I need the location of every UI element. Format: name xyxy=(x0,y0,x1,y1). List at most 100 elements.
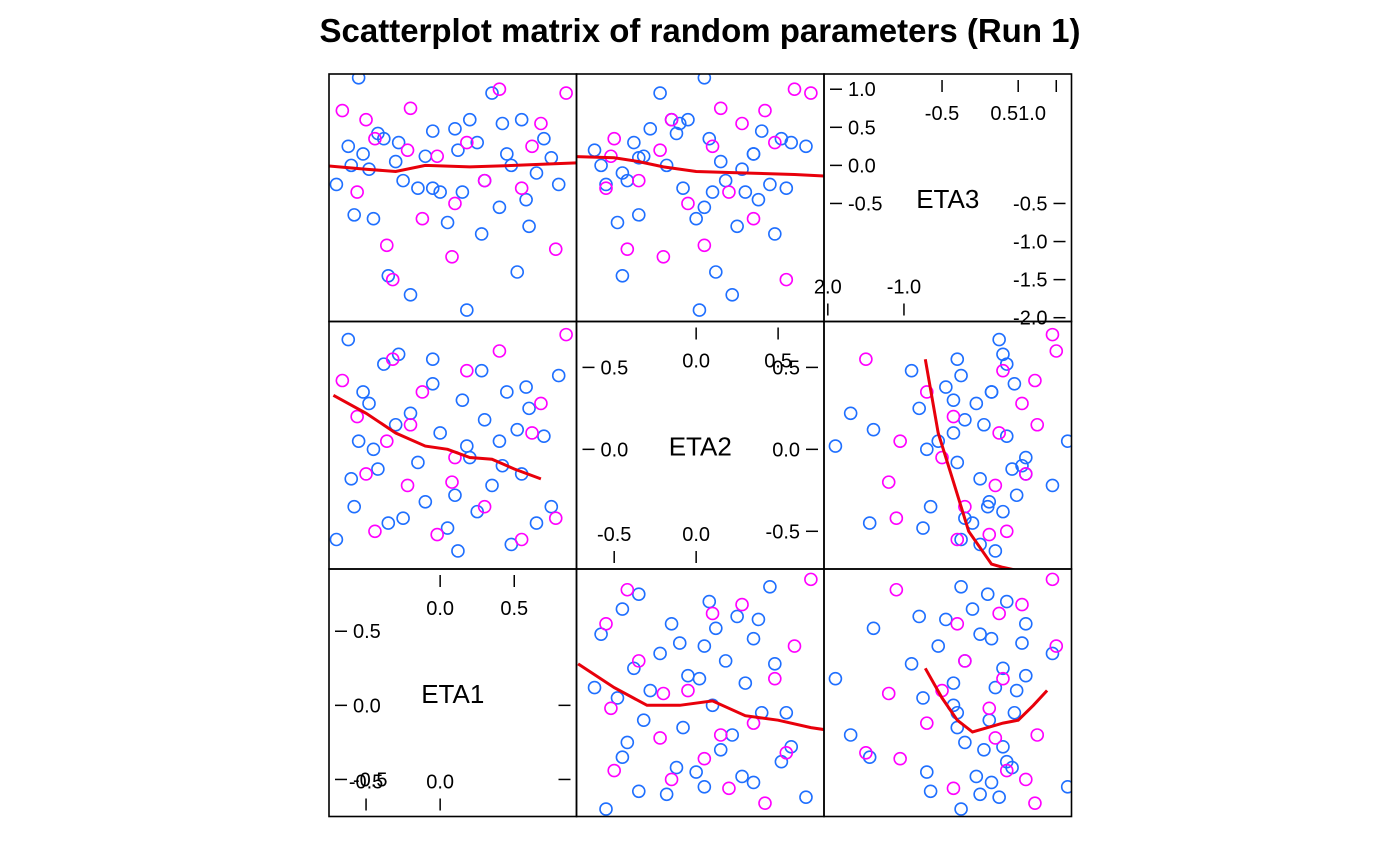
point-magenta xyxy=(559,327,573,342)
point-blue xyxy=(1019,450,1033,465)
tick-label: -1.0 xyxy=(1013,232,1047,254)
point-magenta xyxy=(946,409,961,424)
point-blue xyxy=(460,439,474,453)
point-blue xyxy=(620,735,635,750)
smooth-line xyxy=(332,393,542,481)
tick-label: 0.0 xyxy=(682,524,710,546)
point-blue xyxy=(341,332,356,347)
point-magenta xyxy=(379,238,394,253)
point-blue xyxy=(996,661,1010,676)
panel-content xyxy=(828,327,1072,569)
point-magenta xyxy=(448,196,462,211)
point-blue xyxy=(451,544,465,558)
point-magenta xyxy=(768,671,782,686)
point-magenta xyxy=(681,196,695,211)
point-blue xyxy=(433,426,447,440)
point-blue xyxy=(681,668,695,683)
point-blue xyxy=(973,627,987,642)
tick-label: -2.0 xyxy=(1013,308,1047,330)
point-blue xyxy=(735,769,749,784)
point-magenta xyxy=(889,582,904,597)
tick-label: -0.5 xyxy=(925,103,959,125)
point-blue xyxy=(973,472,987,486)
panel-content xyxy=(576,74,824,317)
point-blue xyxy=(347,499,361,514)
point-magenta xyxy=(920,385,934,399)
point-blue xyxy=(950,455,965,470)
point-blue xyxy=(537,131,551,146)
point-blue xyxy=(939,380,953,394)
point-blue xyxy=(519,192,533,207)
point-blue xyxy=(969,769,984,784)
point-magenta xyxy=(958,499,972,514)
point-blue xyxy=(923,499,938,514)
point-magenta xyxy=(559,86,573,100)
point-blue xyxy=(763,579,777,594)
point-blue xyxy=(381,269,396,283)
point-magenta xyxy=(403,101,418,116)
point-magenta xyxy=(893,434,907,448)
point-blue xyxy=(344,472,359,486)
point-blue xyxy=(920,765,934,779)
point-magenta xyxy=(430,527,444,542)
point-blue xyxy=(377,131,391,146)
point-magenta xyxy=(335,373,350,388)
point-blue xyxy=(709,621,723,636)
point-magenta xyxy=(1019,772,1033,787)
tick-label: -0.5 xyxy=(349,772,383,794)
point-magenta xyxy=(534,396,548,411)
point-blue xyxy=(754,124,769,138)
point-magenta xyxy=(859,745,873,760)
tick-label: 1.0 xyxy=(848,79,876,101)
point-blue xyxy=(988,680,1003,695)
point-blue xyxy=(768,657,782,671)
point-magenta xyxy=(492,82,507,97)
point-blue xyxy=(705,185,720,199)
point-blue xyxy=(996,740,1010,754)
point-blue xyxy=(866,621,881,636)
point-magenta xyxy=(604,701,618,716)
point-blue xyxy=(713,743,728,757)
point-blue xyxy=(996,347,1010,362)
tick-label: -0.5 xyxy=(848,193,882,215)
point-blue xyxy=(973,537,987,552)
point-blue xyxy=(455,393,470,407)
point-magenta xyxy=(996,671,1010,686)
tick-label: 2.0 xyxy=(814,277,842,299)
point-magenta xyxy=(697,238,712,253)
point-blue xyxy=(689,211,703,226)
point-blue xyxy=(643,122,658,136)
point-blue xyxy=(730,609,744,624)
point-blue xyxy=(996,504,1010,519)
point-blue xyxy=(631,208,646,222)
point-blue xyxy=(1007,705,1022,720)
point-blue xyxy=(329,532,344,547)
point-blue xyxy=(448,122,462,136)
point-blue xyxy=(746,147,761,161)
point-blue xyxy=(977,417,991,432)
point-blue xyxy=(980,587,995,601)
point-blue xyxy=(455,185,470,199)
panel-eta2-vs-eta3 xyxy=(828,327,1072,569)
point-magenta xyxy=(681,683,695,698)
point-blue xyxy=(999,429,1014,444)
point-magenta xyxy=(758,103,772,118)
point-magenta xyxy=(697,751,712,766)
panel-eta3-vs-eta1 xyxy=(329,74,577,317)
point-blue xyxy=(751,612,766,627)
point-blue xyxy=(920,442,934,457)
point-magenta xyxy=(1030,728,1045,742)
point-magenta xyxy=(958,654,972,668)
point-blue xyxy=(381,516,396,530)
point-magenta xyxy=(804,86,818,100)
point-magenta xyxy=(996,363,1010,378)
point-magenta xyxy=(722,185,736,199)
point-blue xyxy=(351,74,366,85)
panel-content xyxy=(329,327,573,558)
point-blue xyxy=(610,691,625,705)
point-magenta xyxy=(889,511,904,525)
point-blue xyxy=(341,139,356,154)
point-blue xyxy=(425,352,440,366)
point-blue xyxy=(615,269,630,283)
point-blue xyxy=(768,227,782,241)
